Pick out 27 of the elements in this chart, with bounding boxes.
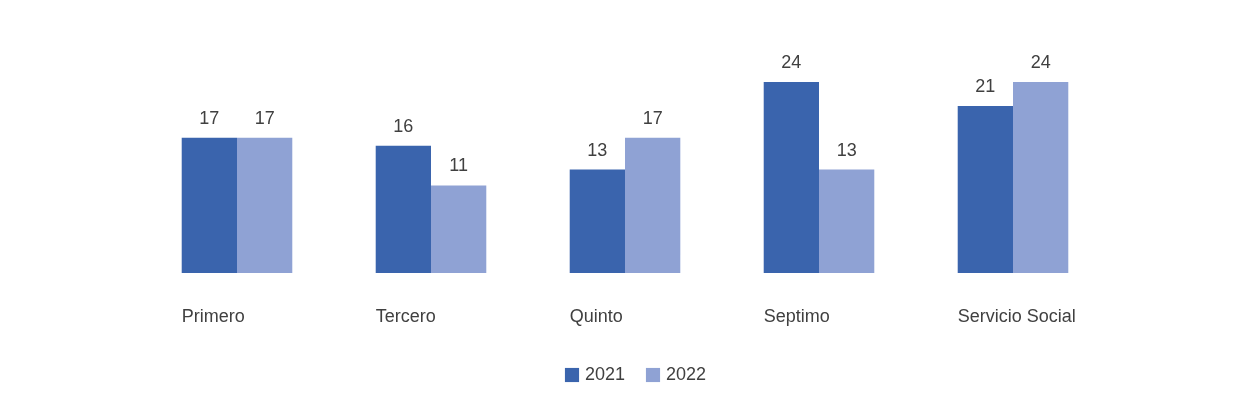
data-label: 17 xyxy=(642,107,663,128)
x-tick-label: Servicio Social xyxy=(957,305,1076,326)
bar xyxy=(237,137,293,273)
data-label: 24 xyxy=(1030,52,1051,72)
data-label: 11 xyxy=(449,155,468,176)
bar xyxy=(1013,82,1069,273)
data-label: 24 xyxy=(781,52,802,72)
bar xyxy=(431,185,487,273)
x-tick-label: Tercero xyxy=(375,305,436,326)
bar xyxy=(375,145,431,273)
bar xyxy=(181,137,237,273)
bar xyxy=(957,105,1013,273)
x-tick-label: Primero xyxy=(181,305,245,326)
data-label: 21 xyxy=(975,75,996,96)
data-label: 13 xyxy=(836,139,857,160)
bar xyxy=(569,169,625,273)
bar xyxy=(625,137,681,273)
data-label: 17 xyxy=(199,107,220,128)
bar xyxy=(819,169,875,273)
data-label: 17 xyxy=(254,107,275,128)
bar xyxy=(763,82,819,273)
legend-label: 2022 xyxy=(666,364,707,384)
data-label: 13 xyxy=(587,139,608,160)
legend-label: 2021 xyxy=(585,364,626,384)
x-tick-label: Quinto xyxy=(569,305,623,326)
x-tick-label: Septimo xyxy=(763,305,830,326)
data-label: 16 xyxy=(393,115,414,136)
